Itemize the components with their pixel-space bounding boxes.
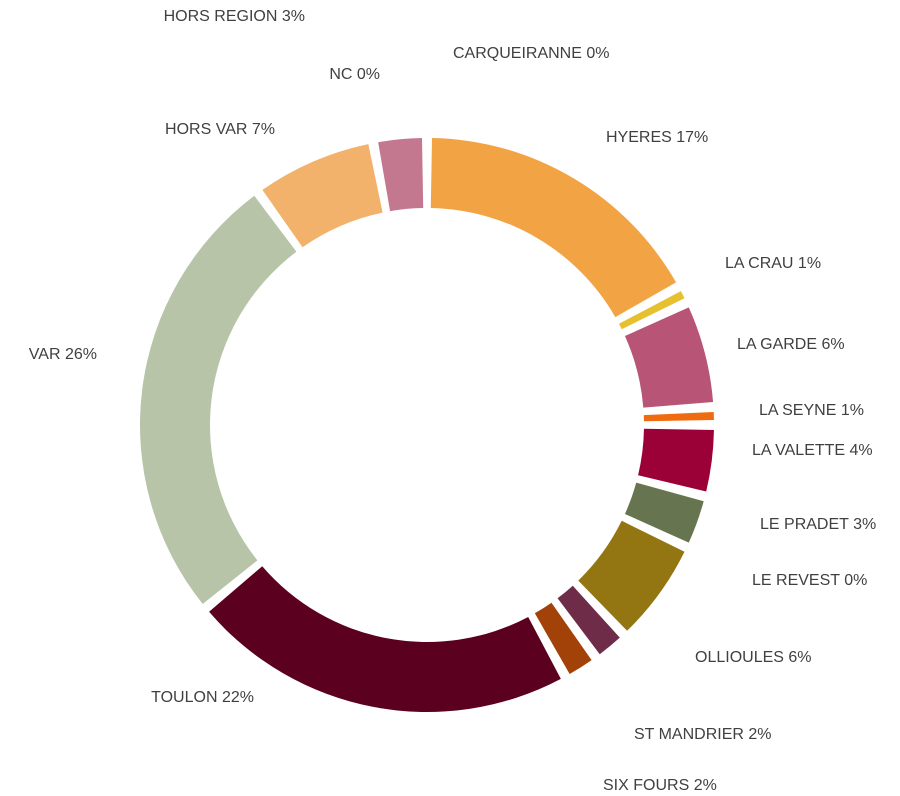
value-label: 3% [282,8,305,25]
slice-label: TOULON 22% [151,689,254,706]
donut-segment [618,291,685,330]
category-name: LE PRADET [760,516,849,533]
category-name: VAR [29,346,61,363]
slice-label: HORS REGION 3% [164,8,305,25]
slice-label: HYERES 17% [606,129,708,146]
value-label: 0% [357,66,380,83]
category-name: OLLIOULES [695,649,784,666]
slice-label: LA GARDE 6% [737,336,845,353]
category-name: HYERES [606,129,672,146]
category-name: NC [329,66,352,83]
donut-segment [578,520,685,631]
slice-label: LE PRADET 3% [760,516,876,533]
slice-label: ST MANDRIER 2% [634,726,772,743]
category-name: LA SEYNE [759,402,836,419]
slice-label: LA CRAU 1% [725,255,821,272]
category-name: HORS VAR [165,121,247,138]
value-label: 7% [252,121,275,138]
donut-segment [262,144,383,248]
value-label: 2% [748,726,771,743]
donut-segment [624,307,714,408]
value-label: 17% [676,129,708,146]
category-name: LE REVEST [752,572,840,589]
category-name: HORS REGION [164,8,278,25]
value-label: 2% [694,777,717,794]
donut-segment [638,428,714,492]
slice-label: LA VALETTE 4% [752,442,873,459]
category-name: ST MANDRIER [634,726,744,743]
donut-segment [139,195,297,605]
donut-segment [378,138,424,212]
donut-segment [557,585,620,655]
value-label: 26% [65,346,97,363]
value-label: 4% [850,442,873,459]
slice-label: LA SEYNE 1% [759,402,864,419]
value-label: 6% [788,649,811,666]
donut-segment [643,411,714,422]
category-name: LA GARDE [737,336,817,353]
value-label: 1% [798,255,821,272]
value-label: 0% [844,572,867,589]
category-name: LA VALETTE [752,442,845,459]
slice-label: SIX FOURS 2% [603,777,717,794]
category-name: TOULON [151,689,217,706]
category-name: LA CRAU [725,255,793,272]
value-label: 6% [821,336,844,353]
slice-label: VAR 26% [29,346,97,363]
slice-label: NC 0% [329,66,380,83]
slice-label: CARQUEIRANNE 0% [453,45,609,62]
slice-label: LE REVEST 0% [752,572,867,589]
slice-label: HORS VAR 7% [165,121,275,138]
donut-segment [624,482,704,543]
value-label: 3% [853,516,876,533]
donut-segment [430,138,677,318]
donut-segment [534,602,592,675]
category-name: CARQUEIRANNE [453,45,582,62]
donut-segment [209,566,561,713]
value-label: 1% [841,402,864,419]
value-label: 22% [222,689,254,706]
slice-label: OLLIOULES 6% [695,649,812,666]
value-label: 0% [586,45,609,62]
category-name: SIX FOURS [603,777,689,794]
